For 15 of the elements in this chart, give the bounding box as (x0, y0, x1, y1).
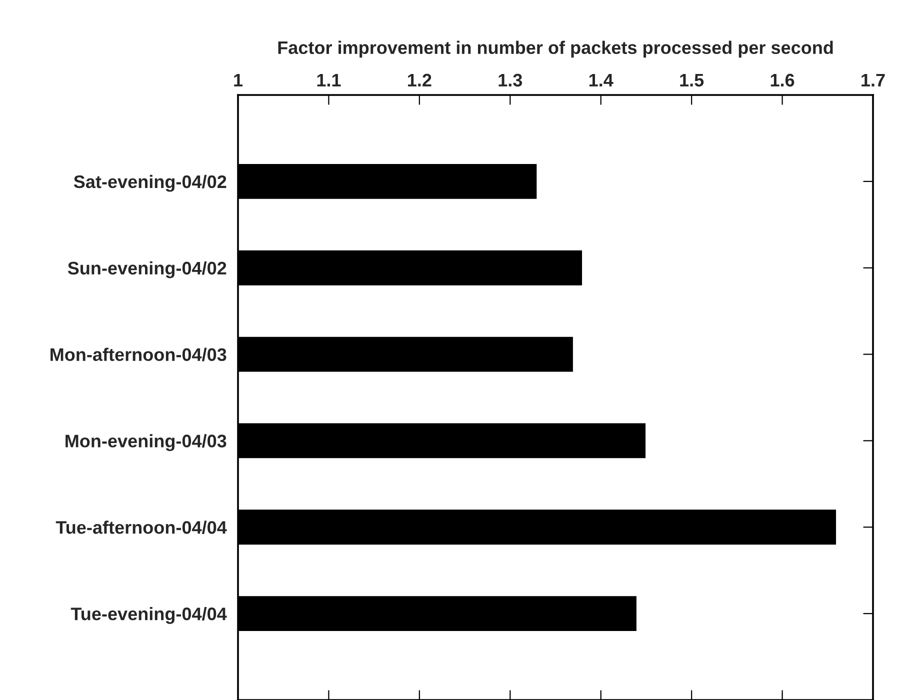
x-tick-label: 1.7 (862, 74, 885, 86)
x-axis-title: Factor improvement in number of packets processed per second (278, 40, 833, 58)
x-tick-label: 1.3 (498, 74, 522, 87)
y-tick-label: Mon-afternoon-04/03 (50, 348, 226, 362)
x-tick-label: 1.1 (317, 74, 341, 86)
y-tick-label: Sun-evening-04/02 (68, 261, 226, 278)
y-tick-label: Tue-evening-04/04 (70, 607, 227, 624)
x-tick-label: 1.2 (408, 74, 432, 86)
x-tick-label: 1 (234, 74, 243, 86)
y-tick-label: Sat-evening-04/02 (74, 174, 226, 192)
x-tick-label: 1.4 (589, 74, 614, 86)
y-tick-label: Tue-afternoon-04/04 (56, 520, 227, 534)
y-tick-label: Mon-evening-04/03 (66, 434, 226, 452)
x-tick-label: 1.6 (770, 74, 794, 87)
x-tick-label: 1.5 (680, 74, 704, 87)
